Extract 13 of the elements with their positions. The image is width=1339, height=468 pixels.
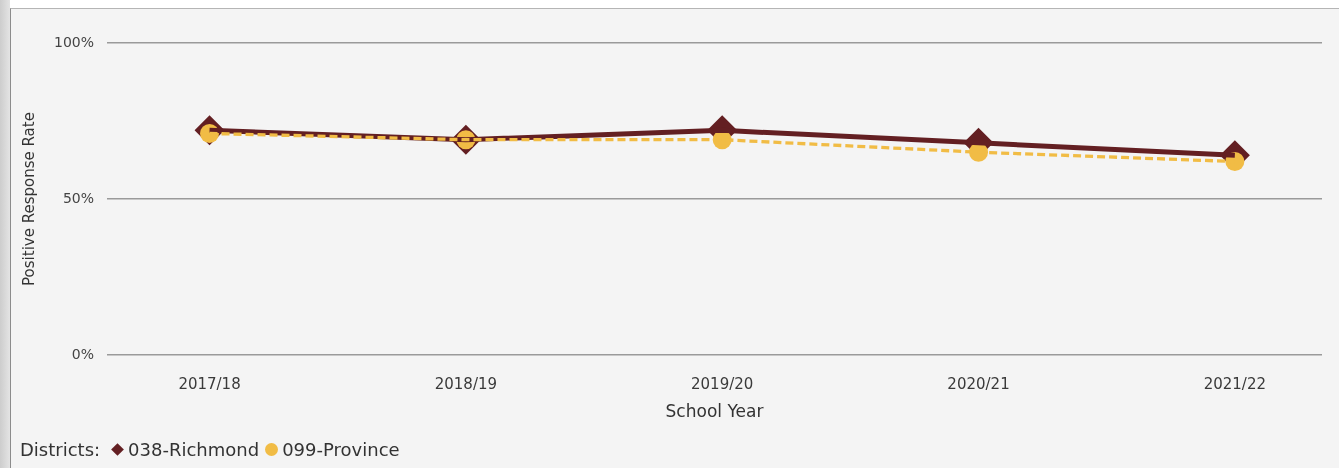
legend-label: 099-Province (282, 438, 400, 460)
y-tick-label: 100% (53, 33, 94, 50)
y-tick-label: 0% (71, 345, 94, 362)
x-tick-label: 2019/20 (691, 374, 754, 393)
legend-label: 038-Richmond (128, 438, 260, 460)
legend-title: Districts: (20, 438, 101, 460)
x-tick-label: 2021/22 (1203, 374, 1267, 393)
x-tick-label: 2020/21 (947, 374, 1010, 393)
x-tick-label: 2017/18 (178, 374, 241, 393)
y-axis-title: Positive Response Rate (19, 112, 38, 286)
y-tick-label: 50% (62, 189, 94, 206)
x-tick-label: 2018/19 (434, 374, 498, 393)
x-axis-title: School Year (665, 401, 764, 422)
